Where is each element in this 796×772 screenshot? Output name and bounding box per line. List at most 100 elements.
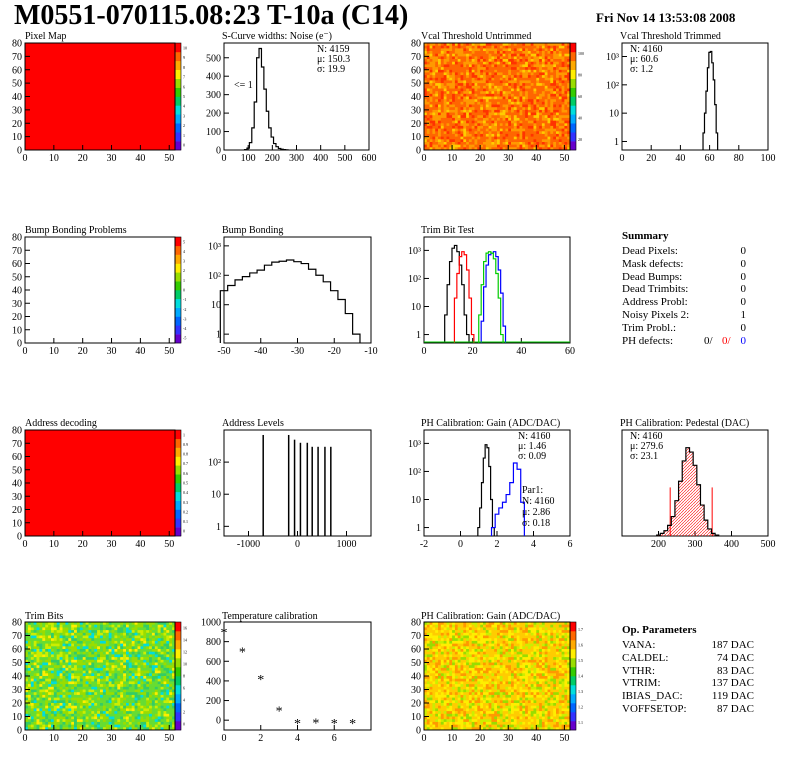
summary-row: Dead Bumps: 0 [622, 271, 746, 284]
summary-label: Dead Trimbits: [622, 283, 689, 296]
x-tick-label: 500 [337, 153, 352, 164]
y-tick-label: 50 [411, 658, 421, 669]
y-tick-label: 10 [211, 300, 221, 311]
y-tick-label: 80 [411, 618, 421, 629]
colorbar-segment [175, 500, 181, 510]
colorbar-segment [175, 87, 181, 97]
x-tick-label: 2 [258, 733, 263, 744]
y-tick-label: 20 [12, 699, 22, 710]
y-tick-label: 60 [12, 65, 22, 76]
chart-title: Bump Bonding Problems [25, 225, 127, 236]
y-tick-label: 10³ [408, 246, 421, 257]
fit-box-line: Par1: [522, 485, 543, 496]
colorbar-tick-label: -3 [183, 316, 186, 321]
x-tick-label: 30 [107, 153, 117, 164]
plot-frame [24, 236, 176, 344]
plot-frame [24, 429, 176, 537]
x-tick-label: 200 [265, 153, 280, 164]
op-param-value: 187 DAC [711, 639, 754, 651]
plot-frame [423, 429, 571, 537]
y-tick-label: 50 [12, 272, 22, 283]
colorbar-tick-label: 0.3 [183, 500, 188, 505]
x-tick-label: 20 [646, 153, 656, 164]
x-tick-label: 10 [49, 733, 59, 744]
y-tick-label: 800 [206, 637, 221, 648]
colorbar-tick-label: 0.5 [183, 481, 188, 486]
x-tick-label: 0 [23, 153, 28, 164]
y-tick-label: 400 [206, 676, 221, 687]
y-tick-label: 60 [411, 65, 421, 76]
colorbar-tick-label: 8 [183, 674, 185, 679]
ph-defects-red: 0/ [722, 334, 731, 347]
op-params-title: Op. Parameters [622, 624, 697, 636]
chart-title: PH Calibration: Gain (ADC/DAC) [421, 611, 560, 622]
y-tick-label: 400 [206, 72, 221, 83]
colorbar-segment [570, 51, 576, 62]
heatmap-cells [424, 622, 571, 731]
op-param-row: VTHR: 83 DAC [622, 665, 754, 678]
y-tick-label: 1 [416, 523, 421, 534]
summary-value: 0 [740, 321, 747, 334]
chart-title: Pixel Map [25, 31, 66, 42]
colorbar-segment [175, 649, 181, 659]
colorbar-segment [570, 703, 576, 713]
colorbar-segment [175, 703, 181, 713]
colorbar-tick-label: 6 [183, 84, 185, 89]
heatmap-fill [25, 43, 175, 150]
y-tick-label: 30 [12, 685, 22, 696]
colorbar-tick-label: 1.7 [578, 627, 583, 632]
y-tick-label: 50 [12, 79, 22, 90]
colorbar-segment [570, 721, 576, 731]
y-tick-label: 200 [206, 696, 221, 707]
x-tick-label: 40 [516, 346, 526, 357]
op-param-row: IBIAS_DAC: 119 DAC [622, 690, 754, 703]
summary-value: 0 [740, 245, 747, 257]
y-tick-label: 20 [12, 119, 22, 130]
x-tick-label: 0 [23, 539, 28, 550]
op-param-row: CALDEL: 74 DAC [622, 652, 754, 665]
y-tick-label: 10 [411, 712, 421, 723]
x-tick-label: 20 [78, 539, 88, 550]
x-tick-label: 6 [332, 733, 337, 744]
x-tick-label: 0 [295, 539, 300, 550]
colorbar-tick-label: 1 [183, 432, 185, 437]
y-tick-label: 80 [411, 39, 421, 50]
colorbar-tick-label: 0.4 [183, 490, 188, 495]
colorbar-segment [570, 640, 576, 650]
colorbar-tick-label: 0.1 [183, 519, 188, 524]
y-tick-label: 10 [609, 109, 619, 120]
colorbar-segment [570, 105, 576, 115]
x-tick-label: 0 [458, 539, 463, 550]
colorbar-segment [175, 132, 181, 142]
y-tick-label: 40 [411, 92, 421, 103]
plot-frame [423, 42, 571, 151]
x-tick-label: 40 [675, 153, 685, 164]
y-tick-label: 10 [211, 490, 221, 501]
y-tick-label: 70 [411, 631, 421, 642]
y-tick-label: 20 [411, 699, 421, 710]
y-tick-label: 10² [408, 467, 421, 478]
colorbar-segment [175, 316, 181, 326]
scatter-point: * [294, 717, 301, 732]
x-tick-label: 10 [447, 153, 457, 164]
colorbar-segment [175, 78, 181, 88]
summary-row: Trim Probl.: 0 [622, 322, 746, 335]
x-tick-label: 40 [135, 733, 145, 744]
chart-title: Vcal Threshold Untrimmed [421, 31, 531, 42]
histogram-line [243, 47, 289, 151]
stats-line: σ: 0.09 [518, 451, 546, 462]
colorbar-tick-label: 1.2 [578, 704, 583, 709]
colorbar-segment [570, 712, 576, 722]
chart-title: S-Curve widths: Noise (e⁻) [222, 31, 332, 42]
colorbar-tick-label: 1.1 [578, 720, 583, 725]
x-tick-label: -1000 [237, 539, 260, 550]
y-tick-label: 10 [12, 712, 22, 723]
histogram-line [219, 259, 361, 343]
x-tick-label: 30 [503, 153, 513, 164]
x-tick-label: -50 [217, 346, 230, 357]
y-tick-label: 20 [411, 119, 421, 130]
y-tick-label: 80 [12, 426, 22, 437]
y-tick-label: 40 [411, 672, 421, 683]
fit-box-line: μ: 2.86 [522, 507, 550, 518]
x-tick-label: 10 [49, 346, 59, 357]
